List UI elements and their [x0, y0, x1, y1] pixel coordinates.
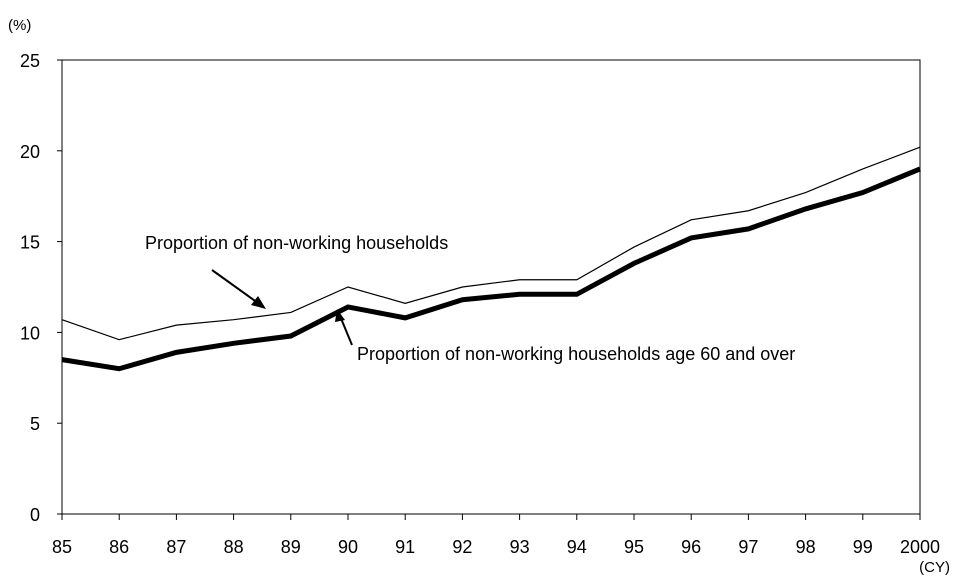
x-tick-label: 94 — [567, 537, 587, 557]
plot-frame — [61, 59, 921, 515]
y-tick-label: 0 — [30, 505, 40, 525]
series-label-arrow-non-working-households — [211, 269, 266, 309]
x-tick-label: 93 — [510, 537, 530, 557]
y-tick-label: 15 — [20, 233, 40, 253]
x-tick-label: 88 — [224, 537, 244, 557]
x-tick-label: 95 — [624, 537, 644, 557]
x-tick-label: 96 — [681, 537, 701, 557]
y-tick-label: 25 — [20, 51, 40, 71]
x-tick-label: 92 — [452, 537, 472, 557]
x-tick-label: 91 — [395, 537, 415, 557]
series-label-non-working-households: Proportion of non-working households — [145, 233, 448, 253]
x-tick-label: 90 — [338, 537, 358, 557]
x-tick-label: 97 — [738, 537, 758, 557]
y-tick-label: 5 — [30, 414, 40, 434]
x-axis-unit: (CY) — [919, 559, 950, 576]
x-tick-label: 98 — [796, 537, 816, 557]
x-tick-label: 99 — [853, 537, 873, 557]
x-tick-label: 89 — [281, 537, 301, 557]
y-axis-unit: (%) — [8, 17, 31, 34]
series-layer — [61, 146, 921, 372]
series-label-arrow-non-working-households-60-over — [335, 309, 353, 346]
x-tick-label: 85 — [52, 537, 72, 557]
series-line-1 — [61, 166, 921, 372]
x-tick-label: 86 — [109, 537, 129, 557]
x-axis: 85 86 87 88 89 90 91 92 93 94 95 96 97 98 99 2000 — [52, 514, 940, 557]
y-tick-label: 20 — [20, 142, 40, 162]
y-axis: 0 5 10 15 20 25 — [20, 51, 62, 525]
series-label-non-working-households-60-over: Proportion of non-working households age… — [357, 344, 795, 364]
x-tick-label: 2000 — [900, 537, 940, 557]
x-tick-label: 87 — [166, 537, 186, 557]
series-line-0 — [61, 146, 921, 341]
y-tick-label: 10 — [20, 323, 40, 343]
